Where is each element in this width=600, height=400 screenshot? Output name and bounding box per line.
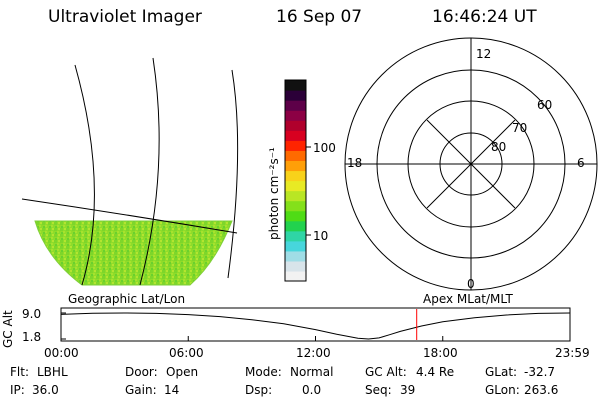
geographic-panel-label: Geographic Lat/Lon bbox=[68, 292, 186, 306]
x-tick-label-1800: 18:00 bbox=[423, 346, 458, 360]
colorbar-band bbox=[285, 110, 306, 121]
altitude-line bbox=[60, 312, 571, 340]
apex-panel-label: Apex MLat/MLT bbox=[423, 292, 513, 306]
colorbar-band bbox=[285, 170, 306, 182]
x-tick-label-0000: 00:00 bbox=[44, 346, 79, 360]
colorbar-band bbox=[285, 140, 306, 151]
lat-label-70: 70 bbox=[512, 121, 528, 135]
filter-label: Flt: bbox=[10, 365, 29, 379]
glat-value: -32.7 bbox=[524, 365, 556, 379]
longitude-line-2 bbox=[139, 57, 160, 286]
mlt-label-0: 0 bbox=[467, 277, 475, 291]
ip-label: IP: bbox=[10, 383, 25, 397]
door-label: Door: bbox=[125, 365, 158, 379]
colorbar-band bbox=[285, 160, 306, 172]
colorbar-band bbox=[285, 100, 306, 111]
glon-value: 263.6 bbox=[524, 383, 559, 397]
colorbar-band bbox=[285, 270, 306, 282]
observation-date: 16 Sep 07 bbox=[276, 7, 363, 27]
x-tick-label-0600: 06:00 bbox=[169, 346, 204, 360]
colorbar-band bbox=[285, 220, 306, 232]
dsp-label: Dsp: bbox=[245, 383, 273, 397]
instrument-title: Ultraviolet Imager bbox=[48, 7, 202, 27]
seq-value: 39 bbox=[400, 383, 416, 397]
mlt-label-18: 18 bbox=[347, 156, 363, 170]
altitude-axis-label: GC Alt bbox=[1, 310, 15, 348]
lat-label-60: 60 bbox=[537, 98, 553, 112]
colorbar-band bbox=[285, 180, 306, 192]
x-tick-label-1200: 12:00 bbox=[296, 346, 331, 360]
filter-value: LBHL bbox=[37, 365, 68, 379]
glat-label: GLat: bbox=[485, 365, 518, 379]
colorbar-band bbox=[285, 210, 306, 222]
y-tick-label-9: 9.0 bbox=[22, 307, 42, 321]
colorbar-band bbox=[285, 230, 306, 242]
door-value: Open bbox=[166, 365, 199, 379]
colorbar-band bbox=[285, 260, 306, 272]
uv-emission-region bbox=[34, 220, 233, 286]
colorbar-band bbox=[285, 240, 306, 252]
lat-label-80: 80 bbox=[491, 140, 507, 154]
observation-time: 16:46:24 UT bbox=[432, 7, 537, 27]
longitude-line-1 bbox=[74, 64, 95, 286]
ip-value: 36.0 bbox=[32, 383, 59, 397]
seq-label: Seq: bbox=[365, 383, 392, 397]
colorbar-band bbox=[285, 130, 306, 141]
colorbar-band bbox=[285, 120, 306, 131]
colorbar-band bbox=[285, 90, 306, 101]
colorbar-band bbox=[285, 150, 306, 161]
colorbar-band bbox=[285, 250, 306, 262]
colorbar-band bbox=[285, 80, 306, 91]
colorbar-band bbox=[285, 200, 306, 212]
mode-label: Mode: bbox=[245, 365, 282, 379]
glon-label: GLon: bbox=[485, 383, 520, 397]
x-tick-label-2359: 23:59 bbox=[555, 346, 590, 360]
y-tick-label-1-8: 1.8 bbox=[22, 330, 42, 344]
latitude-line bbox=[21, 198, 238, 234]
gc-alt-value: 4.4 Re bbox=[416, 365, 455, 379]
gc-alt-label: GC Alt: bbox=[365, 365, 407, 379]
colorbar-label-100: 100 bbox=[313, 141, 336, 155]
mode-value: Normal bbox=[290, 365, 334, 379]
gain-label: Gain: bbox=[125, 383, 157, 397]
gain-value: 14 bbox=[164, 383, 180, 397]
colorbar-label-10: 10 bbox=[313, 229, 329, 243]
dsp-value: 0.0 bbox=[302, 383, 322, 397]
longitude-line-3 bbox=[227, 69, 239, 279]
mlt-label-6: 6 bbox=[577, 156, 585, 170]
colorbar-band bbox=[285, 190, 306, 202]
mlt-label-12: 12 bbox=[476, 47, 492, 61]
